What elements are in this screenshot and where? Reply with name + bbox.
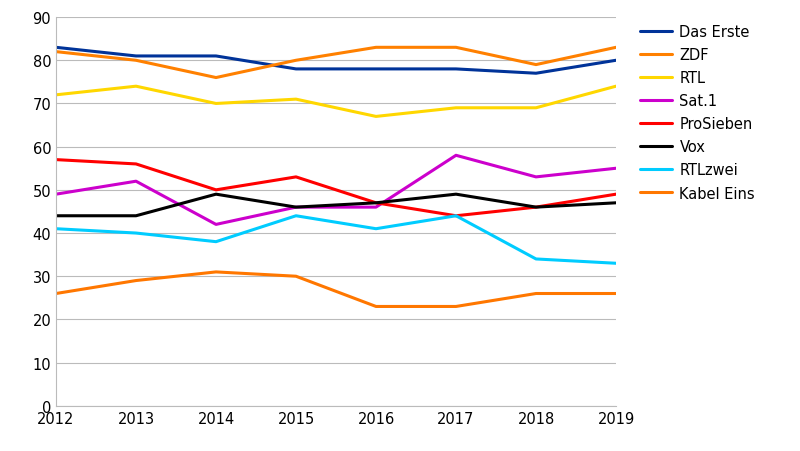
ProSieben: [51, 157, 61, 163]
Das Erste: [531, 71, 541, 77]
RTLzwei: [611, 261, 621, 267]
Sat.1: [291, 205, 301, 210]
Sat.1: [371, 205, 381, 210]
RTL: [211, 101, 221, 107]
RTL: [611, 84, 621, 90]
ZDF: [371, 46, 381, 51]
Sat.1: [211, 222, 221, 228]
Vox: [611, 201, 621, 206]
Vox: [531, 205, 541, 210]
RTLzwei: [291, 214, 301, 219]
RTLzwei: [131, 231, 141, 236]
ProSieben: [131, 162, 141, 167]
Kabel Eins: [371, 304, 381, 309]
Vox: [291, 205, 301, 210]
Sat.1: [51, 192, 61, 198]
Line: Kabel Eins: Kabel Eins: [56, 272, 616, 307]
ZDF: [611, 46, 621, 51]
Sat.1: [611, 166, 621, 171]
RTLzwei: [51, 226, 61, 232]
Vox: [131, 214, 141, 219]
ProSieben: [531, 205, 541, 210]
Line: Das Erste: Das Erste: [56, 48, 616, 74]
Kabel Eins: [531, 291, 541, 297]
RTL: [371, 115, 381, 120]
Das Erste: [51, 46, 61, 51]
Line: ZDF: ZDF: [56, 48, 616, 78]
RTL: [291, 97, 301, 103]
RTL: [51, 93, 61, 98]
Das Erste: [211, 54, 221, 60]
Line: Vox: Vox: [56, 195, 616, 216]
ProSieben: [611, 192, 621, 198]
Legend: Das Erste, ZDF, RTL, Sat.1, ProSieben, Vox, RTLzwei, Kabel Eins: Das Erste, ZDF, RTL, Sat.1, ProSieben, V…: [640, 25, 755, 201]
ProSieben: [211, 188, 221, 193]
ZDF: [531, 63, 541, 68]
RTLzwei: [371, 226, 381, 232]
RTL: [451, 106, 461, 111]
RTLzwei: [211, 239, 221, 245]
ProSieben: [291, 175, 301, 180]
ZDF: [451, 46, 461, 51]
Kabel Eins: [611, 291, 621, 297]
Sat.1: [131, 179, 141, 184]
Kabel Eins: [211, 270, 221, 275]
Das Erste: [451, 67, 461, 73]
ZDF: [211, 76, 221, 81]
Sat.1: [531, 175, 541, 180]
Kabel Eins: [51, 291, 61, 297]
ZDF: [291, 59, 301, 64]
Vox: [451, 192, 461, 198]
ZDF: [51, 50, 61, 55]
Line: ProSieben: ProSieben: [56, 160, 616, 216]
Kabel Eins: [451, 304, 461, 309]
Line: RTLzwei: RTLzwei: [56, 216, 616, 264]
ProSieben: [371, 201, 381, 206]
Kabel Eins: [131, 278, 141, 284]
Kabel Eins: [291, 274, 301, 279]
ProSieben: [451, 214, 461, 219]
Vox: [211, 192, 221, 198]
Vox: [371, 201, 381, 206]
Das Erste: [611, 59, 621, 64]
RTLzwei: [531, 257, 541, 262]
ZDF: [131, 59, 141, 64]
RTL: [131, 84, 141, 90]
Line: Sat.1: Sat.1: [56, 156, 616, 225]
Sat.1: [451, 153, 461, 159]
RTLzwei: [451, 214, 461, 219]
Das Erste: [131, 54, 141, 60]
RTL: [531, 106, 541, 111]
Das Erste: [291, 67, 301, 73]
Das Erste: [371, 67, 381, 73]
Vox: [51, 214, 61, 219]
Line: RTL: RTL: [56, 87, 616, 117]
